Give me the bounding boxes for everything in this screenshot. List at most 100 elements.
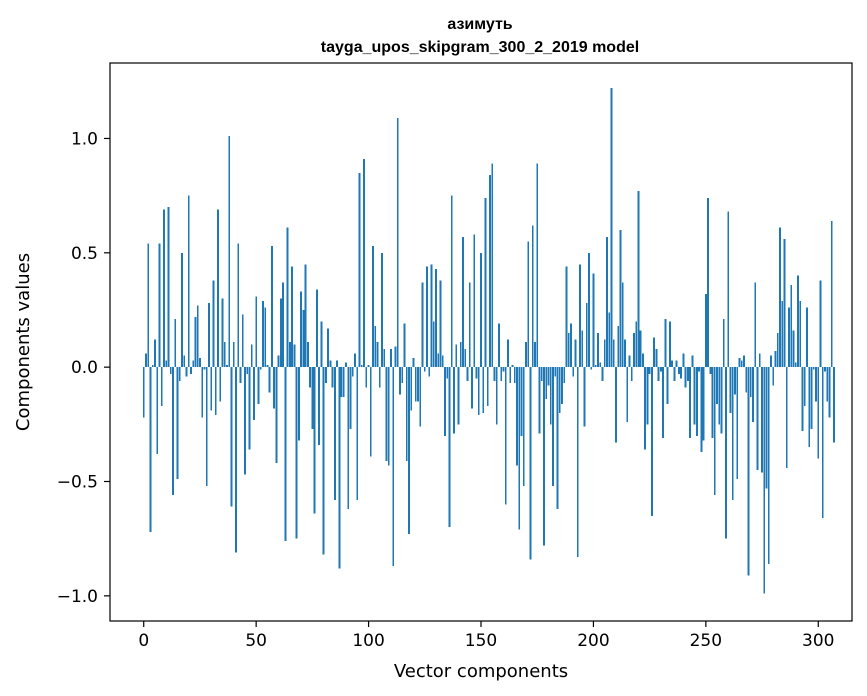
- bar-125: [423, 367, 426, 372]
- x-tick-label: 200: [577, 631, 609, 651]
- bar-45: [244, 367, 246, 475]
- bar-68: [295, 367, 298, 539]
- bar-196: [583, 367, 586, 427]
- bar-96: [358, 172, 361, 368]
- bar-224: [646, 367, 649, 425]
- bar-164: [511, 364, 514, 368]
- bar-240: [682, 353, 685, 368]
- bar-256: [718, 367, 721, 425]
- bar-44: [241, 314, 244, 368]
- bar-297: [810, 367, 813, 429]
- bar-122: [417, 367, 419, 402]
- bar-291: [797, 275, 799, 368]
- bar-231: [662, 367, 665, 439]
- bar-228: [655, 348, 658, 368]
- bar-288: [790, 284, 793, 368]
- bar-69: [297, 367, 300, 441]
- bar-149: [477, 367, 480, 416]
- bar-218: [633, 332, 635, 368]
- bar-43: [239, 367, 242, 384]
- bar-55: [266, 364, 269, 368]
- bar-57: [270, 245, 273, 368]
- bar-59: [275, 367, 278, 464]
- bar-85: [333, 367, 336, 500]
- bar-199: [590, 367, 593, 370]
- bar-182: [552, 367, 554, 487]
- x-axis-label: Vector components: [394, 661, 568, 682]
- bar-273: [756, 367, 759, 471]
- bar-200: [592, 273, 595, 368]
- bar-82: [327, 328, 329, 368]
- bar-32: [214, 367, 217, 416]
- bar-217: [630, 367, 633, 381]
- bar-289: [792, 330, 795, 368]
- bar-21: [190, 367, 192, 375]
- y-tick-label: 0.0: [71, 358, 98, 378]
- bar-36: [223, 342, 226, 368]
- bar-275: [761, 367, 763, 473]
- x-tick-label: 0: [138, 631, 149, 651]
- bar-13: [172, 367, 174, 496]
- bar-193: [576, 367, 579, 557]
- bar-274: [758, 353, 761, 368]
- bar-230: [659, 367, 662, 372]
- bar-38: [228, 136, 231, 368]
- bar-99: [365, 367, 368, 388]
- bar-18: [183, 355, 186, 368]
- bar-194: [579, 264, 581, 368]
- bar-92: [349, 367, 352, 429]
- bar-214: [624, 339, 626, 368]
- bar-198: [588, 252, 590, 368]
- bar-15: [176, 367, 179, 480]
- bar-263: [734, 367, 736, 395]
- bar-65: [288, 342, 291, 368]
- bar-284: [781, 300, 784, 368]
- bar-306: [830, 220, 833, 368]
- bar-159: [500, 367, 503, 381]
- bar-179: [545, 367, 548, 400]
- bar-89: [342, 367, 345, 397]
- bar-0: [142, 367, 145, 418]
- bar-152: [484, 197, 487, 368]
- bar-46: [246, 367, 249, 375]
- bar-168: [520, 367, 523, 436]
- bar-181: [549, 367, 552, 425]
- bar-105: [378, 367, 381, 388]
- bar-219: [635, 321, 638, 368]
- bar-205: [603, 339, 606, 368]
- bar-177: [540, 367, 543, 381]
- bar-137: [450, 195, 453, 368]
- bar-61: [279, 298, 282, 368]
- bar-134: [444, 367, 446, 436]
- bar-34: [219, 367, 222, 402]
- bar-250: [704, 293, 707, 368]
- bar-269: [747, 367, 750, 576]
- bar-52: [259, 367, 262, 370]
- bar-157: [495, 367, 498, 425]
- bar-287: [788, 307, 790, 368]
- bar-264: [736, 367, 739, 480]
- bar-58: [273, 367, 276, 409]
- bar-254: [713, 367, 716, 496]
- bar-124: [421, 282, 424, 368]
- bar-278: [767, 367, 770, 564]
- bar-84: [331, 367, 334, 388]
- bar-51: [257, 367, 260, 404]
- bar-265: [738, 358, 741, 368]
- bar-161: [504, 367, 507, 505]
- bar-108: [385, 367, 388, 461]
- bar-142: [462, 236, 464, 368]
- bar-210: [615, 367, 617, 443]
- bar-301: [819, 280, 822, 368]
- bar-30: [210, 367, 213, 411]
- bar-120: [412, 358, 415, 368]
- bar-4: [151, 364, 154, 368]
- y-tick-label: 1.0: [71, 129, 98, 149]
- bar-77: [315, 289, 318, 368]
- bar-119: [410, 367, 413, 411]
- bar-253: [711, 367, 714, 439]
- bar-276: [763, 367, 766, 594]
- bar-63: [284, 367, 287, 541]
- bar-116: [403, 323, 406, 368]
